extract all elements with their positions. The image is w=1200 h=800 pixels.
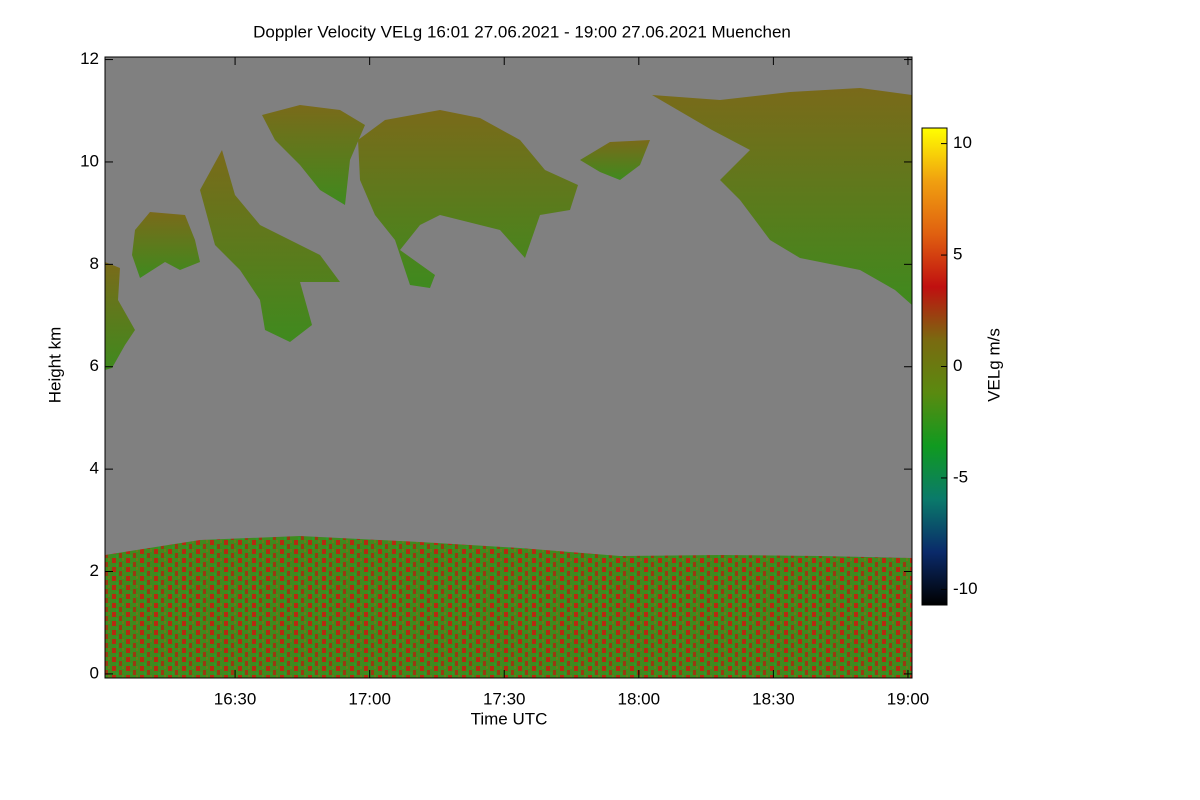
x-tick-label: 18:00 (618, 689, 661, 708)
x-tick-label: 17:00 (348, 689, 391, 708)
y-tick-label: 0 (90, 663, 99, 682)
y-tick-label: 12 (80, 49, 99, 68)
y-tick-label: 6 (90, 356, 99, 375)
colorbar-tick-label: -5 (953, 467, 968, 486)
colorbar-tick-label: 5 (953, 245, 962, 264)
x-tick-label: 17:30 (483, 689, 526, 708)
x-tick-label: 16:30 (214, 689, 257, 708)
x-axis-label: Time UTC (471, 709, 548, 728)
echo-region (358, 110, 578, 288)
echo-region (652, 88, 912, 305)
y-tick-label: 8 (90, 254, 99, 273)
echo-region (262, 105, 365, 205)
echo-regions (105, 88, 912, 678)
colorbar-label: VELg m/s (984, 328, 1003, 402)
echo-region (580, 140, 650, 180)
colorbar-tick-label: 0 (953, 356, 962, 375)
y-tick-label: 4 (90, 459, 99, 478)
y-axis-label: Height km (45, 327, 64, 404)
y-tick-label: 10 (80, 151, 99, 170)
y-tick-label: 2 (90, 561, 99, 580)
echo-region (132, 212, 200, 278)
chart-title: Doppler Velocity VELg 16:01 27.06.2021 -… (253, 22, 791, 41)
colorbar-tick-label: -10 (953, 579, 978, 598)
echo-region (200, 150, 340, 342)
echo-region (105, 536, 912, 678)
x-tick-label: 18:30 (752, 689, 795, 708)
plot-frame (104, 56, 913, 679)
echo-region (105, 262, 135, 370)
x-tick-label: 19:00 (887, 689, 930, 708)
colorbar-tick-label: 10 (953, 133, 972, 152)
